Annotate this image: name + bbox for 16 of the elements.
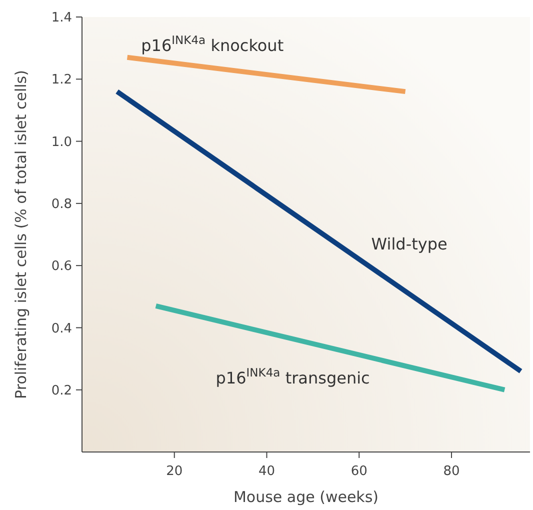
y-tick-label: 0.6 xyxy=(51,259,72,274)
y-tick-label: 1.2 xyxy=(51,72,72,88)
y-tick-label: 0.2 xyxy=(51,383,72,398)
x-axis-title: Mouse age (weeks) xyxy=(233,488,379,506)
series-label: Wild-type xyxy=(371,234,448,254)
y-tick-label: 0.4 xyxy=(51,321,72,336)
y-tick-label: 1.4 xyxy=(51,10,72,26)
series-label: p16$^{INK4a}$ knockout xyxy=(141,32,284,55)
x-tick-label: 60 xyxy=(350,464,368,479)
y-tick-label: 1.0 xyxy=(51,134,72,150)
y-tick-label: 0.8 xyxy=(51,196,72,212)
x-tick-label: 80 xyxy=(443,464,460,479)
y-axis-title: Proliferating islet cells (% of total islet cells) xyxy=(12,70,30,399)
series-label: p16$^{INK4a}$ transgenic xyxy=(216,366,370,388)
x-tick-label: 20 xyxy=(166,464,183,479)
x-tick-label: 40 xyxy=(258,464,276,479)
